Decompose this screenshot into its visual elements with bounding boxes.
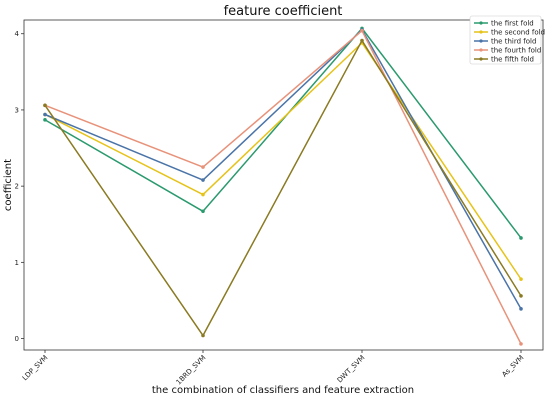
legend-label: the fifth fold [491,55,534,63]
legend-frame [469,15,542,65]
data-point [519,307,523,311]
legend-label: the first fold [491,19,534,27]
y-axis: 0 1 2 3 4 [15,30,24,343]
legend-marker [479,30,483,34]
data-point [201,192,205,197]
y-tick-label: 0 [15,335,19,343]
data-point [43,112,47,117]
y-tick-label: 4 [15,30,20,38]
data-point [360,38,364,43]
legend-marker [479,21,483,25]
data-point [201,165,205,169]
series-line [44,29,522,345]
y-tick-label: 3 [15,106,19,114]
legend-label: the second fold [491,28,545,36]
data-point [201,178,205,182]
legend-marker [479,57,483,61]
legend-label: the fourth fold [491,46,541,54]
data-point [43,118,47,122]
data-point [43,103,47,108]
legend-marker [479,39,483,43]
x-axis-label: the combination of classifiers and featu… [152,385,414,396]
data-point [519,277,523,281]
series-line [44,27,522,239]
data-point [360,28,364,33]
legend-marker [479,48,483,52]
data-point [201,209,205,214]
data-point [519,236,523,240]
chart-title: feature coefficient [224,4,343,19]
series-layer [43,26,523,346]
data-point [519,294,523,298]
y-axis-label: coefficient [3,159,14,211]
data-point [519,342,523,346]
y-tick-label: 2 [15,183,19,191]
data-point [201,333,205,338]
series-line [44,42,522,280]
series-line [44,39,522,337]
plot-frame [23,19,544,351]
y-tick-label: 1 [15,259,19,267]
legend-label: the third fold [491,37,536,45]
